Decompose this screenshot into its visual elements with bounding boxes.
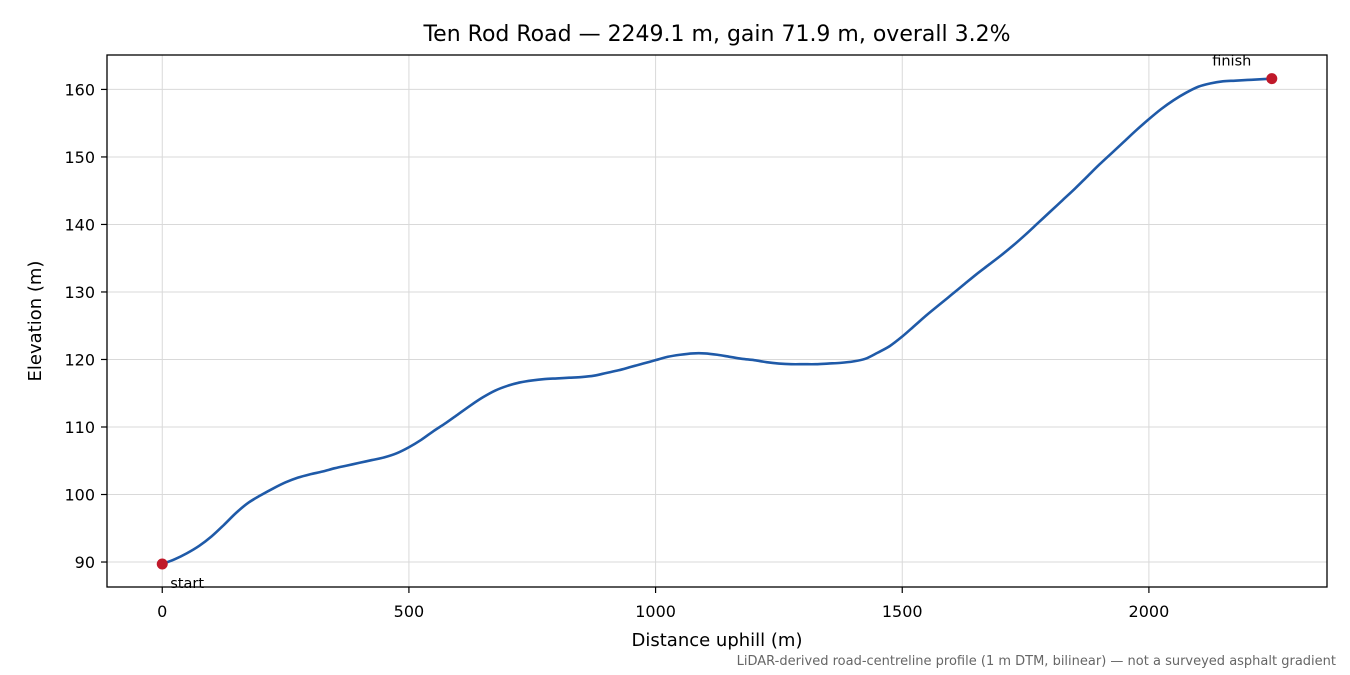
plot-area-frame [106,54,1328,588]
y-tick-label: 130 [64,283,95,302]
elevation-profile-line [160,77,1274,566]
x-tick-label: 2000 [1129,602,1170,621]
x-axis-ticks: 0 500 1000 1500 2000 [157,587,1169,621]
x-axis-label: Distance uphill (m) [632,630,803,651]
y-tick-label: 100 [64,486,95,505]
x-tick-label: 1000 [635,602,676,621]
x-tick-label: 1500 [882,602,923,621]
finish-marker [1266,73,1278,85]
y-tick-label: 120 [64,350,95,369]
y-tick-label: 160 [64,80,95,99]
x-tick-label: 500 [394,602,425,621]
chart-title: Ten Rod Road — 2249.1 m, gain 71.9 m, ov… [422,22,1010,47]
y-tick-label: 110 [64,418,95,437]
start-label: start [170,576,204,592]
x-tick-label: 0 [157,602,167,621]
start-marker [156,558,168,570]
y-axis-label: Elevation (m) [25,261,46,382]
chart-footnote: LiDAR-derived road-centreline profile (1… [737,654,1336,669]
y-tick-label: 140 [64,215,95,234]
finish-label: finish [1212,54,1251,70]
y-tick-label: 90 [75,553,95,572]
y-axis-ticks: 90 100 110 120 130 140 150 160 [64,80,107,572]
y-tick-label: 150 [64,148,95,167]
grid-lines [107,55,1327,587]
